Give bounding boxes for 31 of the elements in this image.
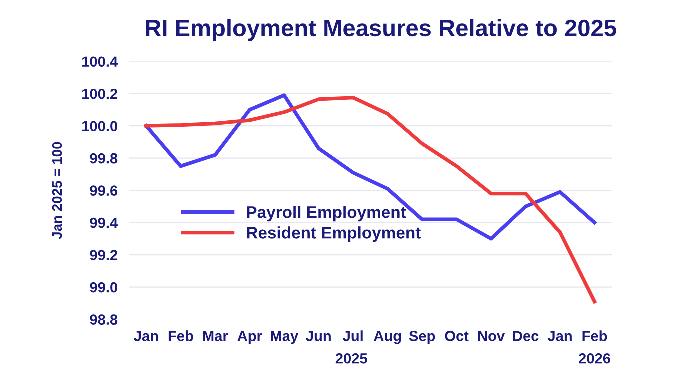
x-tick-label: Jul	[343, 330, 363, 342]
y-tick-label: 99.6	[90, 186, 118, 196]
y-tick-label: 99.8	[90, 153, 118, 164]
line-series	[144, 96, 597, 304]
y-tick-label: 98.8	[90, 314, 118, 325]
x-tick-label: Mar	[203, 331, 228, 342]
y-axis-title: Jan 2025 = 100	[52, 142, 62, 240]
x-tick-label: Sep	[409, 331, 436, 344]
x-tick-label: Jan	[134, 331, 158, 342]
legend-label: Resident Employment	[247, 226, 421, 242]
text: 2026	[579, 353, 610, 364]
text: 2025	[336, 353, 368, 364]
x-tick-label: Nov	[478, 331, 506, 342]
x-tick-label: Jan	[548, 331, 572, 342]
y-tick-label: 99.4	[90, 218, 118, 228]
x-tick-label: Apr	[238, 331, 262, 344]
y-tick-label: 100.4	[82, 56, 118, 68]
x-tick-label: Dec	[513, 331, 539, 342]
line-series	[144, 94, 597, 241]
x-tick-label: Feb	[168, 330, 194, 342]
y-tick-label: 100.0	[82, 121, 118, 132]
y-tick-label: 99.0	[90, 282, 118, 293]
chart-title: RI Employment Measures Relative to 2025	[146, 19, 616, 42]
x-tick-label: Jun	[306, 331, 331, 342]
x-tick-label: Feb	[582, 330, 608, 342]
x-tick-label: May	[271, 331, 298, 344]
legend-label: Payroll Employment	[247, 206, 406, 222]
y-tick-label: 100.2	[82, 88, 118, 100]
x-tick-label: Oct	[445, 331, 469, 342]
x-tick-label: Aug	[374, 331, 402, 344]
y-tick-label: 99.2	[90, 250, 118, 260]
